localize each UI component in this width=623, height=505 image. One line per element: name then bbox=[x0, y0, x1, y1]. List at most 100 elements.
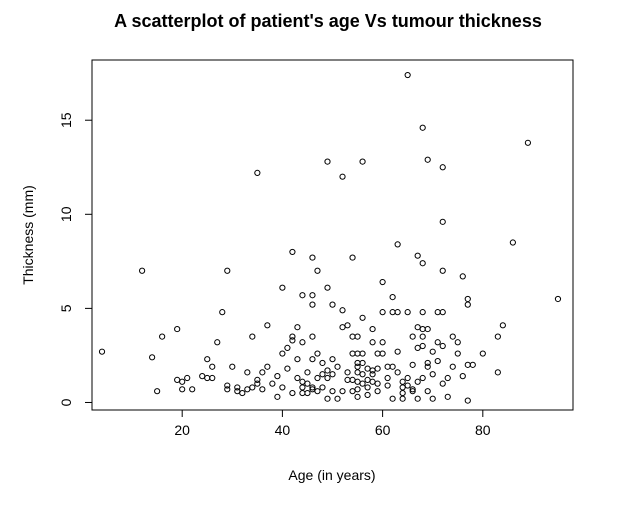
data-point bbox=[244, 369, 251, 376]
data-point bbox=[229, 363, 236, 370]
data-point bbox=[479, 350, 486, 357]
data-point bbox=[419, 342, 426, 350]
data-point bbox=[459, 373, 466, 380]
data-point bbox=[339, 388, 346, 395]
data-point bbox=[329, 301, 336, 308]
data-point bbox=[509, 239, 516, 246]
data-point bbox=[334, 363, 341, 370]
data-point bbox=[199, 373, 206, 380]
data-points bbox=[98, 71, 562, 404]
y-tick-label: 0 bbox=[58, 398, 74, 406]
data-point bbox=[404, 382, 411, 389]
data-point bbox=[329, 388, 336, 395]
data-point bbox=[309, 292, 316, 299]
data-point bbox=[319, 359, 326, 367]
data-point bbox=[294, 324, 301, 331]
data-point bbox=[339, 173, 346, 180]
data-point bbox=[329, 371, 336, 378]
data-point bbox=[354, 369, 361, 376]
y-axis-label: Thickness (mm) bbox=[20, 185, 36, 285]
data-point bbox=[389, 293, 396, 301]
data-point bbox=[394, 348, 401, 355]
data-point bbox=[289, 389, 296, 397]
data-point bbox=[359, 380, 366, 387]
data-point bbox=[189, 386, 196, 393]
data-point bbox=[179, 386, 186, 393]
y-tick-label: 5 bbox=[58, 304, 74, 312]
data-point bbox=[344, 376, 351, 383]
data-point bbox=[414, 324, 421, 331]
data-point bbox=[389, 363, 396, 370]
chart-title: A scatterplot of patient's age Vs tumour… bbox=[114, 11, 542, 31]
data-point bbox=[309, 254, 316, 261]
x-axis: 20 40 60 80 bbox=[174, 409, 491, 438]
data-point bbox=[289, 333, 296, 340]
data-point bbox=[98, 348, 106, 355]
data-point bbox=[399, 384, 406, 391]
data-point bbox=[334, 395, 341, 402]
data-point bbox=[279, 284, 286, 291]
data-point bbox=[154, 388, 161, 395]
data-point bbox=[419, 309, 426, 316]
data-point bbox=[419, 374, 426, 382]
data-point bbox=[209, 374, 216, 382]
data-point bbox=[244, 386, 251, 393]
data-point bbox=[309, 384, 316, 391]
data-point bbox=[349, 388, 356, 395]
data-point bbox=[404, 374, 411, 382]
data-point bbox=[324, 158, 331, 165]
data-point bbox=[284, 344, 291, 352]
data-point bbox=[354, 350, 361, 357]
data-point bbox=[364, 384, 371, 391]
data-point bbox=[359, 350, 366, 357]
data-point bbox=[449, 363, 456, 370]
data-point bbox=[319, 371, 326, 378]
data-point bbox=[274, 373, 281, 380]
data-point bbox=[299, 384, 306, 391]
data-point bbox=[439, 218, 446, 225]
data-point bbox=[449, 333, 456, 340]
data-point bbox=[359, 158, 366, 165]
data-point bbox=[174, 376, 181, 383]
data-point bbox=[354, 333, 361, 340]
data-point bbox=[524, 139, 532, 146]
data-point bbox=[389, 395, 396, 402]
data-point bbox=[454, 339, 461, 346]
data-point bbox=[339, 307, 346, 314]
data-point bbox=[419, 325, 426, 333]
data-point bbox=[354, 378, 361, 385]
data-point bbox=[314, 350, 321, 357]
data-point bbox=[234, 388, 241, 395]
data-point bbox=[439, 267, 446, 274]
data-point bbox=[459, 273, 466, 280]
data-point bbox=[419, 260, 426, 267]
data-point bbox=[304, 380, 311, 387]
data-point bbox=[299, 378, 306, 385]
data-point bbox=[469, 361, 476, 368]
data-point bbox=[329, 356, 336, 363]
data-point bbox=[454, 350, 461, 357]
data-point bbox=[314, 267, 321, 274]
data-point bbox=[324, 367, 331, 374]
data-point bbox=[429, 348, 436, 355]
x-axis-label: Age (in years) bbox=[288, 467, 375, 483]
data-point bbox=[444, 374, 451, 382]
data-point bbox=[554, 295, 562, 303]
data-point bbox=[359, 314, 366, 321]
data-point bbox=[299, 389, 306, 397]
data-point bbox=[374, 350, 381, 357]
data-point bbox=[309, 301, 316, 308]
data-point bbox=[354, 363, 361, 370]
data-point bbox=[394, 369, 401, 376]
data-point bbox=[254, 376, 261, 383]
data-point bbox=[379, 278, 386, 286]
data-point bbox=[224, 267, 231, 274]
data-point bbox=[439, 342, 446, 350]
data-point bbox=[259, 369, 266, 376]
data-point bbox=[294, 374, 301, 382]
x-tick-label: 60 bbox=[375, 422, 391, 438]
data-point bbox=[254, 169, 261, 177]
data-point bbox=[239, 389, 246, 397]
data-point bbox=[424, 325, 431, 333]
data-point bbox=[279, 350, 286, 357]
